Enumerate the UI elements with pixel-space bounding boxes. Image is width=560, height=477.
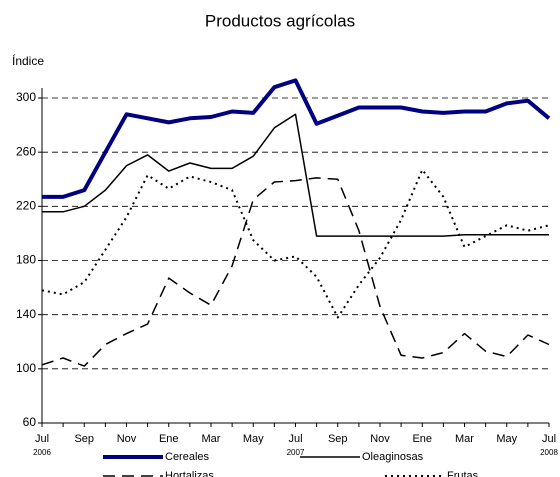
series-line	[41, 177, 550, 367]
x-tick-label: Jul	[35, 433, 49, 445]
x-tick-label: Mar	[455, 433, 474, 445]
x-tick-label: Ene	[159, 433, 179, 445]
legend-label: Oleaginosas	[362, 451, 424, 463]
series-line	[42, 78, 551, 199]
chart-title: Productos agrícolas	[205, 11, 355, 30]
x-tick-label: May	[496, 433, 517, 445]
x-tick-label: May	[243, 433, 264, 445]
y-tick-label: 220	[16, 199, 36, 213]
y-tick-label: 260	[16, 144, 36, 158]
x-tick-label: Jul	[288, 433, 302, 445]
series-line	[41, 168, 550, 319]
y-tick-label: 180	[16, 253, 36, 267]
x-tick-label: Ene	[412, 433, 432, 445]
x-tick-label: Jul	[542, 433, 556, 445]
x-year-label: 2008	[540, 448, 558, 457]
series-line	[42, 113, 549, 237]
y-tick-label: 60	[23, 415, 37, 429]
x-tick-label: Nov	[117, 433, 137, 445]
x-tick-label: Nov	[370, 433, 390, 445]
y-tick-label: 300	[16, 90, 36, 104]
legend-label: Cereales	[165, 451, 210, 463]
legend-label: Frutas	[447, 470, 479, 477]
legend-label: Hortalizas	[165, 470, 214, 477]
x-tick-label: Sep	[328, 433, 348, 445]
y-axis-label: Índice	[12, 53, 44, 68]
y-tick-label: 140	[16, 307, 36, 321]
x-year-label: 2006	[33, 448, 51, 457]
x-tick-label: Sep	[74, 433, 94, 445]
y-tick-label: 100	[16, 361, 36, 375]
x-year-label: 2007	[287, 448, 305, 457]
x-tick-label: Mar	[202, 433, 221, 445]
